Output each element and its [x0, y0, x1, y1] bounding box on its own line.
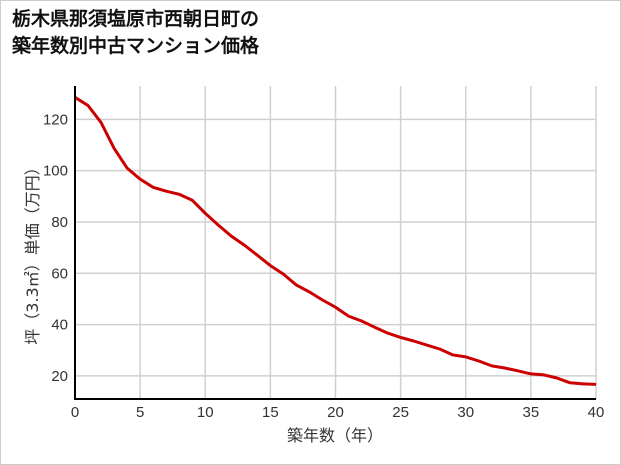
x-tick-label: 10	[197, 404, 214, 421]
x-tick-label: 0	[71, 404, 79, 421]
title-line-2: 築年数別中古マンション価格	[12, 35, 260, 57]
chart-title: 栃木県那須塩原市西朝日町の 築年数別中古マンション価格	[12, 6, 259, 60]
data-points	[74, 97, 597, 385]
x-tick-label: 15	[262, 404, 279, 421]
y-tick-label: 60	[51, 265, 68, 282]
x-axis-label: 築年数（年）	[287, 426, 383, 445]
y-tick-label: 80	[51, 214, 68, 231]
x-tick-label: 20	[327, 404, 344, 421]
y-tick-label: 120	[43, 111, 68, 128]
x-tick-label: 25	[392, 404, 409, 421]
title-line-1: 栃木県那須塩原市西朝日町の	[12, 8, 260, 30]
x-tick-label: 30	[457, 404, 474, 421]
x-tick-label: 5	[136, 404, 144, 421]
y-tick-label: 100	[43, 163, 68, 180]
y-tick-label: 20	[51, 368, 68, 385]
y-tick-label: 40	[51, 317, 68, 334]
y-axis-label: 坪（3.3㎡）単価（万円）	[23, 159, 42, 344]
x-tick-label: 35	[523, 404, 540, 421]
x-tick-label: 40	[588, 404, 605, 421]
